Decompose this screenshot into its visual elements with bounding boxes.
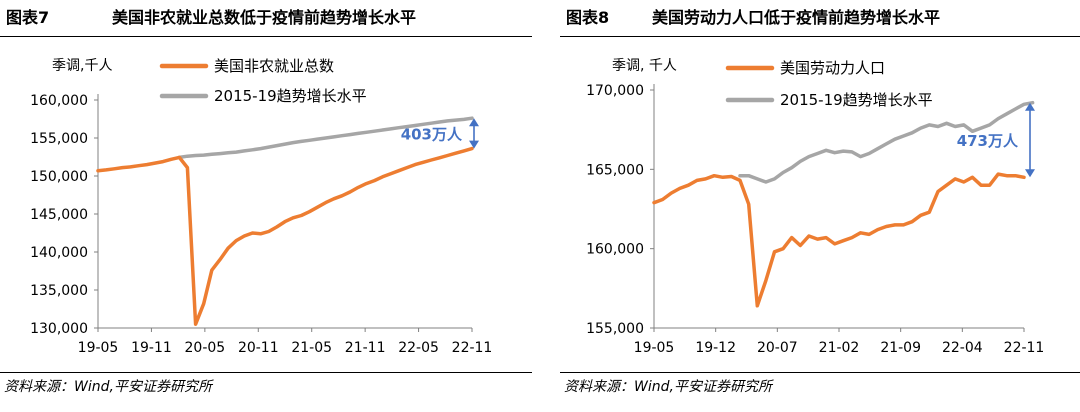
gap-arrow-head-top [469, 118, 479, 127]
x-tick-label: 19-11 [131, 340, 172, 356]
figure-title: 美国劳动力人口低于疫情前趋势增长水平 [652, 8, 941, 27]
header-rule [0, 36, 532, 37]
y-tick-label: 160,000 [30, 93, 88, 109]
legend-label: 2015-19趋势增长水平 [214, 87, 367, 105]
x-tick-label: 20-07 [757, 340, 798, 356]
x-tick-label: 21-02 [819, 340, 860, 356]
y-tick-label: 155,000 [30, 131, 88, 147]
x-tick-label: 19-05 [78, 340, 119, 356]
y-tick-label: 160,000 [586, 242, 644, 258]
x-tick-label: 21-09 [880, 340, 921, 356]
x-tick-label: 20-11 [238, 340, 279, 356]
actual-series-line [652, 172, 1026, 308]
x-tick-label: 22-11 [452, 340, 493, 356]
source-note: 资料来源：Wind,平安证券研究所 [4, 379, 212, 395]
gap-annotation: 473万人 [957, 132, 1019, 150]
header-rule [560, 36, 1080, 37]
figure-header: 图表8 美国劳动力人口低于疫情前趋势增长水平 [560, 4, 1080, 32]
legend-label: 美国非农就业总数 [214, 57, 334, 75]
y-tick-label: 145,000 [30, 207, 88, 223]
unit-label: 季调, 千人 [612, 58, 677, 74]
trend-series-line [177, 116, 474, 160]
gap-arrow-head-bottom [469, 140, 479, 149]
y-tick-label: 170,000 [586, 83, 644, 99]
y-tick-label: 135,000 [30, 283, 88, 299]
footer-rule [0, 372, 532, 373]
source-note: 资料来源：Wind,平安证券研究所 [564, 379, 772, 395]
y-tick-label: 130,000 [30, 321, 88, 337]
figure-title: 美国非农就业总数低于疫情前趋势增长水平 [112, 8, 417, 27]
legend-label: 2015-19趋势增长水平 [780, 91, 933, 109]
figure-8: 图表8 美国劳动力人口低于疫情前趋势增长水平 155,000 160,000 165… [560, 0, 1080, 412]
unit-label: 季调,千人 [52, 58, 112, 74]
x-tick-label: 19-12 [695, 340, 736, 356]
x-tick-label: 20-05 [185, 340, 226, 356]
line-chart: 155,000 160,000 165,000 170,000 19-05 19-12 20… [586, 58, 1045, 356]
legend-label: 美国劳动力人口 [780, 59, 885, 77]
figure-7: 图表7 美国非农就业总数低于疫情前趋势增长水平 130,000 135,000 14… [0, 0, 532, 412]
gap-annotation: 403万人 [401, 125, 463, 143]
x-tick-label: 21-11 [345, 340, 386, 356]
y-tick-label: 155,000 [586, 321, 644, 337]
footer-rule [560, 372, 1080, 373]
gap-arrow-head-bottom [1025, 169, 1035, 178]
trend-series-line [738, 100, 1035, 184]
x-tick-label: 22-11 [1004, 340, 1045, 356]
y-tick-label: 140,000 [30, 245, 88, 261]
y-tick-label: 150,000 [30, 169, 88, 185]
line-chart: 130,000 135,000 140,000 145,000 150,000 155,0… [30, 57, 493, 356]
figure-number: 图表8 [566, 8, 610, 27]
y-tick-label: 165,000 [586, 162, 644, 178]
x-tick-label: 21-05 [291, 340, 332, 356]
x-tick-label: 19-05 [634, 340, 675, 356]
gap-arrow-head-top [1025, 102, 1035, 111]
figure-number: 图表7 [6, 8, 50, 27]
x-tick-label: 22-05 [398, 340, 439, 356]
actual-series-line [96, 146, 474, 326]
x-tick-label: 22-04 [942, 340, 983, 356]
figure-header: 图表7 美国非农就业总数低于疫情前趋势增长水平 [0, 4, 532, 32]
